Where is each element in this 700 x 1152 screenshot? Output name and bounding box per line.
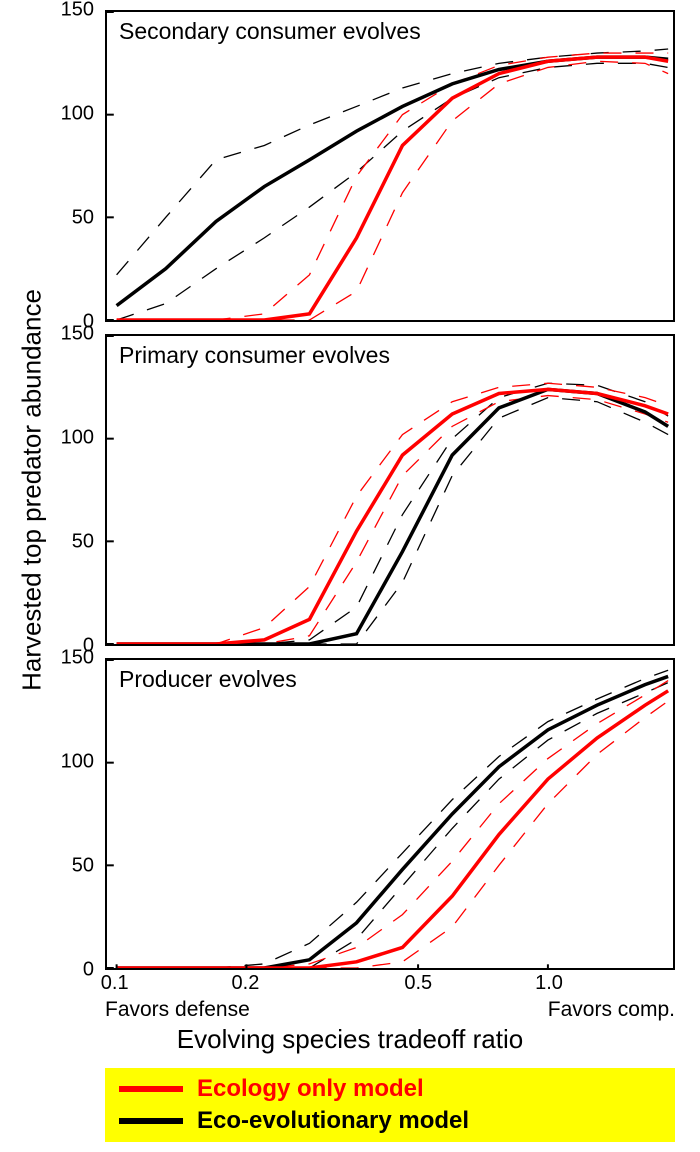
- series-eco_evo_hi: [117, 670, 669, 968]
- series-ecology_lo: [117, 701, 669, 968]
- series-ecology_mean: [117, 57, 669, 320]
- y-tick-labels: 050100150050100150050100150: [45, 10, 100, 970]
- legend: Ecology only model Eco-evolutionary model: [105, 1068, 675, 1142]
- x-tick-label: 1.0: [535, 972, 563, 995]
- legend-item: Eco-evolutionary model: [119, 1107, 661, 1135]
- legend-label: Ecology only model: [197, 1075, 424, 1103]
- y-tick-label: 50: [44, 855, 94, 878]
- panels-stack: Secondary consumer evolvesPrimary consum…: [105, 10, 675, 970]
- chart-panel: Secondary consumer evolves: [105, 10, 675, 322]
- series-eco_evo_mean: [117, 57, 669, 305]
- x-axis-label: Evolving species tradeoff ratio: [0, 1024, 700, 1055]
- series-ecology_lo: [117, 61, 669, 320]
- y-tick-label: 0: [44, 959, 94, 982]
- legend-swatch: [119, 1118, 183, 1124]
- legend-item: Ecology only model: [119, 1075, 661, 1103]
- series-eco_evo_lo: [117, 683, 669, 968]
- series-eco_evo_lo: [117, 398, 669, 644]
- series-eco_evo_hi: [117, 383, 669, 644]
- x-tick-label: 0.2: [232, 972, 260, 995]
- series-ecology_hi: [117, 53, 669, 320]
- plot-area: [107, 12, 673, 320]
- y-tick-label: 50: [44, 207, 94, 230]
- series-eco_evo_mean: [117, 676, 669, 968]
- legend-label: Eco-evolutionary model: [197, 1107, 469, 1135]
- plot-area: [107, 336, 673, 644]
- series-eco_evo_lo: [117, 63, 669, 320]
- chart-panel: Primary consumer evolves: [105, 334, 675, 646]
- series-eco_evo_mean: [117, 389, 669, 644]
- figure: Harvested top predator abundance 0 50 100 1…: [0, 0, 700, 1152]
- x-tick-label: 0.1: [101, 972, 129, 995]
- x-sub-right: Favors comp.: [548, 998, 675, 1022]
- y-tick-label: 150: [44, 323, 94, 346]
- series-ecology_mean: [117, 389, 669, 644]
- series-ecology_lo: [117, 396, 669, 644]
- y-tick-label: 100: [44, 103, 94, 126]
- x-sub-left: Favors defense: [105, 998, 250, 1022]
- y-tick-label: 50: [44, 531, 94, 554]
- chart-panel: Producer evolves: [105, 658, 675, 970]
- plot-area: [107, 660, 673, 968]
- y-axis-label: Harvested top predator abundance: [17, 10, 48, 970]
- legend-swatch: [119, 1086, 183, 1092]
- series-ecology_hi: [117, 681, 669, 968]
- y-tick-label: 100: [44, 751, 94, 774]
- y-tick-label: 150: [44, 647, 94, 670]
- y-tick-label: 150: [44, 0, 94, 22]
- series-ecology_hi: [117, 383, 669, 644]
- x-tick-label: 0.5: [404, 972, 432, 995]
- y-tick-label: 100: [44, 427, 94, 450]
